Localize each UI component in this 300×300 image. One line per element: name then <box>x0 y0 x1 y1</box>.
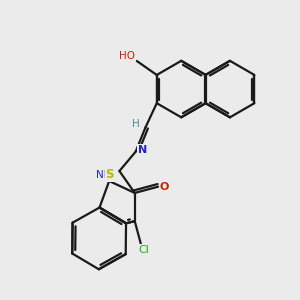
Text: H: H <box>132 119 140 130</box>
Text: HO: HO <box>119 51 135 61</box>
Text: O: O <box>160 182 169 192</box>
Text: Cl: Cl <box>138 245 149 255</box>
Text: N: N <box>138 145 147 155</box>
Text: S: S <box>106 168 114 181</box>
Text: NH: NH <box>96 169 111 180</box>
